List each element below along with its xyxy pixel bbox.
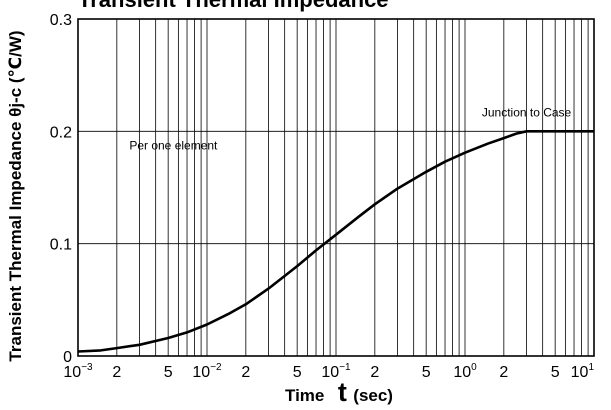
x-tick-label: 10−1 (321, 362, 351, 381)
x-tick-label-exponent: −3 (81, 362, 93, 373)
annotations: Junction to Case Per one element (129, 106, 571, 153)
x-tick-label: 5 (422, 364, 431, 381)
y-tick-label: 0.3 (50, 12, 72, 29)
x-tick-label-base: 10 (192, 364, 210, 381)
annotation-label: Junction to Case (482, 106, 572, 120)
x-tick-label-base: 10 (321, 364, 339, 381)
y-axis-label: Transient Thermal Impedance θj-c (℃/W) (6, 30, 25, 361)
x-tick-label: 10−2 (192, 362, 222, 381)
x-tick-label-exponent: 0 (471, 362, 477, 373)
x-tick-label: 5 (164, 364, 173, 381)
x-tick-label: 2 (499, 364, 508, 381)
x-tick-label-exponent: −2 (210, 362, 222, 373)
x-axis-label: Time t (sec) (285, 377, 393, 407)
x-tick-label: 5 (293, 364, 302, 381)
tick-labels: 00.10.20.310−3 2 5 10−2 2 5 10−1 2 5 100 2 5 101 (50, 12, 595, 381)
x-tick-label-exponent: −1 (339, 362, 351, 373)
series-layer (77, 130, 594, 353)
x-tick-label: 2 (112, 364, 121, 381)
x-tick-label: 101 (571, 362, 595, 381)
plot-frame (77, 18, 595, 357)
x-tick-label: 2 (241, 364, 250, 381)
x-tick-label: 100 (453, 362, 477, 381)
x-tick-label: 2 (370, 364, 379, 381)
x-tick-label: 5 (551, 364, 560, 381)
data-series-line (77, 130, 594, 353)
y-tick-label: 0.2 (50, 124, 72, 141)
x-tick-label-base: 10 (63, 364, 81, 381)
grid-lines (78, 19, 594, 356)
chart-title: Transient Thermal Impedance (78, 0, 389, 12)
x-tick-label-base: 10 (571, 364, 589, 381)
y-tick-label: 0 (63, 349, 72, 366)
annotation-label: Per one element (129, 138, 218, 152)
x-axis-label-unit: (sec) (353, 386, 393, 405)
x-axis-label-prefix: Time (285, 386, 324, 405)
x-tick-label: 10−3 (63, 362, 93, 381)
x-tick-label-base: 10 (453, 364, 471, 381)
y-tick-label: 0.1 (50, 237, 72, 254)
x-axis-label-symbol: t (338, 377, 347, 407)
x-tick-label-exponent: 1 (588, 362, 594, 373)
